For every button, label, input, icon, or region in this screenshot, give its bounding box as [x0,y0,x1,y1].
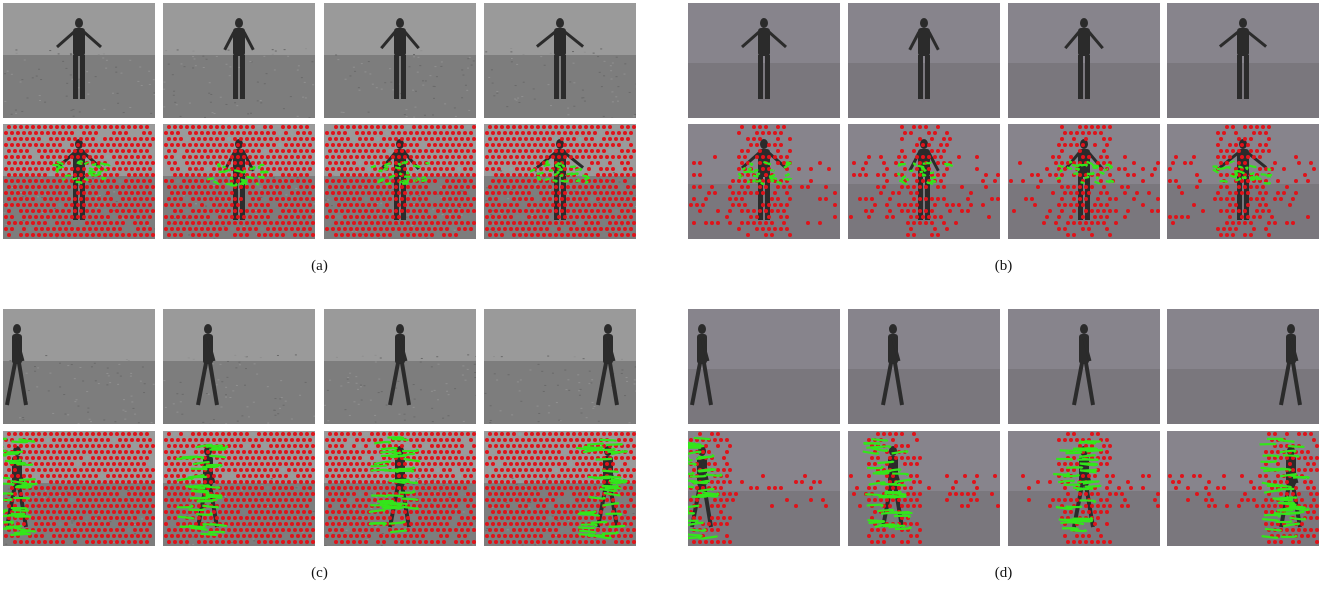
panel-1-frame-2-video-person [223,18,255,99]
panel-1-caption: (a) [311,258,328,274]
panel-2-frame-3-video-person [1064,18,1104,99]
panel-2-frame-2-trajectories [848,124,1000,239]
panel-2-frame-4-video-person [1218,18,1268,99]
panel-3-frame-1-trajectories [3,431,155,546]
panel-3-frame-4-trajectory-points [485,432,636,544]
panel-2-frame-4-video [1167,3,1319,118]
panel-4-frame-1-motion-tracks [688,436,723,540]
panel-3-frame-1-video [3,309,155,424]
panel-2-caption: (b) [994,258,1013,274]
panel-2-frame-4-trajectories-person [1218,139,1268,220]
panel-1-frame-2-trajectories [163,124,315,239]
panel-3-frame-2-video [163,309,315,424]
panel-4-frame-2-video-person [881,324,904,406]
panel-1-frame-4-video-person [535,18,585,99]
panel-4-frame-4-video [1167,309,1319,424]
panel-3-frame-4-trajectories [484,431,636,546]
panel-2-frame-3-motion-tracks [1055,160,1115,185]
panel-1-frame-1-video [3,3,155,118]
panel-1-frame-4-trajectory-points [485,125,636,237]
panel-3-frame-3-trajectories [324,431,476,546]
panel-4-frame-3-video [1008,309,1160,424]
panel-2-frame-1-trajectory-points [689,125,837,237]
panel-2-frame-3-trajectories [1008,124,1160,239]
panel-1-frame-3-trajectories [324,124,476,239]
panel-2-frame-2-trajectory-points [849,125,1000,237]
panel-4-frame-3-video-person [1072,324,1095,406]
panel-1-frame-1-trajectories [3,124,155,239]
panel-1-frame-4-motion-tracks [529,159,590,185]
panel-4-caption: (d) [994,565,1013,581]
panel-2-frame-1-video-person [741,18,787,99]
panel-3-frame-2-motion-tracks [176,443,229,536]
panel-4-frame-2-video [848,309,1000,424]
panel-4-frame-4-video-person [1279,324,1302,406]
panel-4-frame-1-video-person [690,324,713,406]
panel-2-frame-4-motion-tracks [1212,160,1273,185]
panel-3-frame-4-video-person [596,324,619,406]
panel-4-frame-2-trajectories [848,431,1000,546]
panel-2-frame-1-video [688,3,840,118]
panel-2-frame-2-video [848,3,1000,118]
panel-3-frame-2-trajectories [163,431,315,546]
panel-2-frame-2-video-person [908,18,940,99]
panel-3-frame-2-video-person [196,324,219,406]
panel-4-frame-2-motion-tracks [862,437,913,531]
panel-2-frame-3-trajectory-points [1009,125,1160,237]
panel-1-frame-2-motion-tracks [206,163,269,187]
panel-1-frame-1-trajectory-points [4,125,155,237]
panel-4-frame-1-trajectories [688,431,840,546]
panel-1-frame-1-video-person [56,18,102,99]
panel-4-frame-4-motion-tracks [1259,437,1310,539]
panel-1-frame-4-video [484,3,636,118]
panel-1-frame-3-motion-tracks [370,160,430,186]
panel-4-frame-3-trajectories [1008,431,1160,546]
panel-2-frame-2-motion-tracks [896,161,954,186]
panel-3-frame-4-video [484,309,636,424]
panel-2-frame-4-trajectories [1167,124,1319,239]
panel-3-frame-3-video [324,309,476,424]
panel-1-frame-3-video [324,3,476,118]
panel-1-frame-2-trajectory-points [164,125,315,237]
panel-3-frame-3-video-person [388,324,411,406]
panel-2-frame-1-trajectories [688,124,840,239]
panel-3-frame-1-motion-tracks [3,437,38,537]
panel-4-frame-3-motion-tracks [1053,440,1104,533]
panel-4-frame-4-trajectories [1167,431,1319,546]
panel-1-frame-3-video-person [380,18,420,99]
panel-3-caption: (c) [311,565,328,581]
panel-2-frame-3-video [1008,3,1160,118]
panel-4-frame-1-video [688,309,840,424]
panel-3-frame-1-video-person [5,324,28,406]
panel-1-frame-2-video [163,3,315,118]
panel-3-frame-4-motion-tracks [575,438,628,540]
panel-1-frame-1-motion-tracks [52,160,111,185]
panel-2-frame-4-trajectory-points [1168,125,1316,237]
panel-1-frame-4-trajectories [484,124,636,239]
panel-3-frame-3-motion-tracks [368,436,421,534]
panel-3-frame-3-trajectory-points [325,432,476,544]
